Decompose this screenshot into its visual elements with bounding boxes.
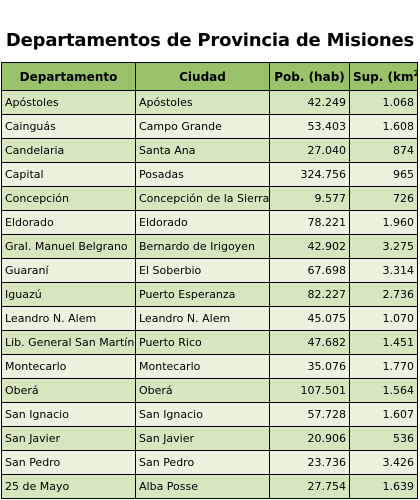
- cell-poblacion: 20.906: [269, 426, 350, 451]
- cell-departamento: Iguazú: [1, 282, 136, 307]
- cell-departamento: Cainguás: [1, 114, 136, 139]
- table-row: San Javier San Javier 20.906 536: [1, 426, 418, 451]
- cell-departamento: Lib. General San Martín: [1, 330, 136, 355]
- cell-poblacion: 324.756: [269, 162, 350, 187]
- table-row: 25 de Mayo Alba Posse 27.754 1.639: [1, 474, 418, 499]
- table-row: Iguazú Puerto Esperanza 82.227 2.736: [1, 282, 418, 307]
- superficie-label: Sup. (km: [353, 70, 414, 84]
- cell-superficie: 2.736: [349, 282, 418, 307]
- cell-superficie: 1.564: [349, 378, 418, 403]
- cell-poblacion: 53.403: [269, 114, 350, 139]
- cell-poblacion: 42.902: [269, 234, 350, 259]
- cell-superficie: 3.426: [349, 450, 418, 475]
- table-row: Gral. Manuel Belgrano Bernardo de Irigoye…: [1, 234, 418, 259]
- column-header-ciudad: Ciudad: [135, 62, 270, 91]
- cell-departamento: Montecarlo: [1, 354, 136, 379]
- cell-superficie: 1.639: [349, 474, 418, 499]
- cell-poblacion: 78.221: [269, 210, 350, 235]
- cell-ciudad: El Soberbio: [135, 258, 270, 283]
- cell-departamento: Guaraní: [1, 258, 136, 283]
- cell-ciudad: Concepción de la Sierra: [135, 186, 270, 211]
- table-row: Leandro N. Alem Leandro N. Alem 45.075 1.07…: [1, 306, 418, 331]
- column-header-departamento: Departamento: [1, 62, 136, 91]
- cell-superficie: 1.607: [349, 402, 418, 427]
- cell-departamento: Oberá: [1, 378, 136, 403]
- cell-departamento: San Ignacio: [1, 402, 136, 427]
- table-row: Candelaria Santa Ana 27.040 874: [1, 138, 418, 163]
- cell-poblacion: 67.698: [269, 258, 350, 283]
- cell-poblacion: 45.075: [269, 306, 350, 331]
- table-row: San Pedro San Pedro 23.736 3.426: [1, 450, 418, 475]
- table-row: Lib. General San Martín Puerto Rico 47.682…: [1, 330, 418, 355]
- cell-poblacion: 47.682: [269, 330, 350, 355]
- table-row: San Ignacio San Ignacio 57.728 1.607: [1, 402, 418, 427]
- cell-superficie: 874: [349, 138, 418, 163]
- table-row: Apóstoles Apóstoles 42.249 1.068: [1, 90, 418, 115]
- cell-departamento: Capital: [1, 162, 136, 187]
- cell-superficie: 1.451: [349, 330, 418, 355]
- cell-ciudad: San Javier: [135, 426, 270, 451]
- cell-poblacion: 57.728: [269, 402, 350, 427]
- table-row: Montecarlo Montecarlo 35.076 1.770: [1, 354, 418, 379]
- cell-departamento: San Pedro: [1, 450, 136, 475]
- cell-superficie: 1.070: [349, 306, 418, 331]
- cell-superficie: 726: [349, 186, 418, 211]
- cell-ciudad: Puerto Esperanza: [135, 282, 270, 307]
- table-row: Concepción Concepción de la Sierra 9.577 72…: [1, 186, 418, 211]
- cell-ciudad: Apóstoles: [135, 90, 270, 115]
- cell-departamento: Eldorado: [1, 210, 136, 235]
- cell-poblacion: 42.249: [269, 90, 350, 115]
- cell-ciudad: Santa Ana: [135, 138, 270, 163]
- cell-ciudad: San Ignacio: [135, 402, 270, 427]
- table-header-row: Departamento Ciudad Pob. (hab) Sup. (km2…: [1, 62, 418, 91]
- cell-ciudad: San Pedro: [135, 450, 270, 475]
- cell-poblacion: 107.501: [269, 378, 350, 403]
- cell-superficie: 3.275: [349, 234, 418, 259]
- column-header-superficie: Sup. (km2): [349, 62, 418, 91]
- table-row: Oberá Oberá 107.501 1.564: [1, 378, 418, 403]
- cell-poblacion: 27.040: [269, 138, 350, 163]
- cell-poblacion: 23.736: [269, 450, 350, 475]
- cell-departamento: Gral. Manuel Belgrano: [1, 234, 136, 259]
- cell-ciudad: Posadas: [135, 162, 270, 187]
- cell-ciudad: Puerto Rico: [135, 330, 270, 355]
- table-row: Guaraní El Soberbio 67.698 3.314: [1, 258, 418, 283]
- cell-departamento: 25 de Mayo: [1, 474, 136, 499]
- cell-superficie: 536: [349, 426, 418, 451]
- cell-ciudad: Alba Posse: [135, 474, 270, 499]
- cell-superficie: 1.608: [349, 114, 418, 139]
- cell-departamento: San Javier: [1, 426, 136, 451]
- table-row: Cainguás Campo Grande 53.403 1.608: [1, 114, 418, 139]
- table-row: Eldorado Eldorado 78.221 1.960: [1, 210, 418, 235]
- cell-poblacion: 82.227: [269, 282, 350, 307]
- cell-departamento: Leandro N. Alem: [1, 306, 136, 331]
- cell-departamento: Apóstoles: [1, 90, 136, 115]
- departments-table: Departamento Ciudad Pob. (hab) Sup. (km2…: [1, 62, 418, 499]
- cell-ciudad: Bernardo de Irigoyen: [135, 234, 270, 259]
- cell-departamento: Concepción: [1, 186, 136, 211]
- cell-ciudad: Eldorado: [135, 210, 270, 235]
- cell-departamento: Candelaria: [1, 138, 136, 163]
- cell-poblacion: 9.577: [269, 186, 350, 211]
- cell-ciudad: Campo Grande: [135, 114, 270, 139]
- cell-poblacion: 35.076: [269, 354, 350, 379]
- cell-superficie: 3.314: [349, 258, 418, 283]
- cell-superficie: 1.960: [349, 210, 418, 235]
- cell-superficie: 1.068: [349, 90, 418, 115]
- cell-ciudad: Montecarlo: [135, 354, 270, 379]
- table-body: Apóstoles Apóstoles 42.249 1.068 Cainguás Cam…: [1, 90, 418, 499]
- column-header-poblacion: Pob. (hab): [269, 62, 350, 91]
- page-title: Departamentos de Provincia de Misiones: [5, 30, 415, 51]
- cell-ciudad: Oberá: [135, 378, 270, 403]
- superficie-superscript: 2: [413, 69, 416, 78]
- cell-ciudad: Leandro N. Alem: [135, 306, 270, 331]
- cell-poblacion: 27.754: [269, 474, 350, 499]
- cell-superficie: 1.770: [349, 354, 418, 379]
- cell-superficie: 965: [349, 162, 418, 187]
- table-row: Capital Posadas 324.756 965: [1, 162, 418, 187]
